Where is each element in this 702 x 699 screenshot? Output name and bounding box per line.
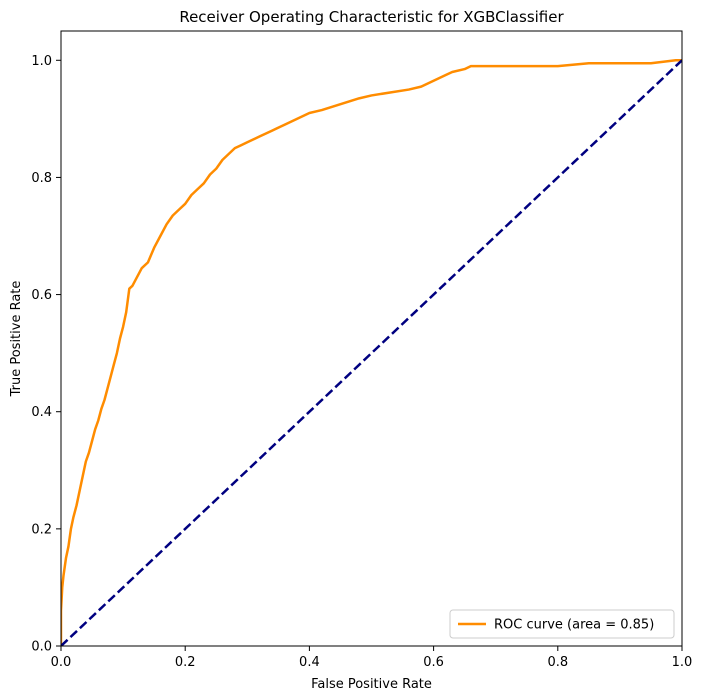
x-tick-label: 0.0 bbox=[51, 655, 72, 670]
x-axis-ticks: 0.0 0.2 0.4 0.6 0.8 1.0 bbox=[51, 646, 693, 670]
legend-label: ROC curve (area = 0.85) bbox=[494, 618, 654, 633]
y-tick-label: 0.2 bbox=[31, 522, 52, 537]
chart-title: Receiver Operating Characteristic for XG… bbox=[179, 8, 564, 26]
y-tick-label: 0.0 bbox=[31, 640, 52, 655]
y-tick-label: 0.6 bbox=[31, 288, 52, 303]
y-tick-label: 0.4 bbox=[31, 405, 52, 420]
plot-area bbox=[60, 30, 683, 647]
x-tick-label: 0.2 bbox=[175, 655, 196, 670]
x-tick-label: 1.0 bbox=[672, 655, 693, 670]
y-axis-ticks: 0.0 0.2 0.4 0.6 0.8 1.0 bbox=[31, 54, 61, 655]
x-axis-title: False Positive Rate bbox=[311, 677, 432, 692]
x-tick-label: 0.6 bbox=[423, 655, 444, 670]
y-tick-label: 0.8 bbox=[31, 171, 52, 186]
chance-diagonal-line bbox=[61, 59, 682, 646]
x-tick-label: 0.8 bbox=[547, 655, 568, 670]
roc-curve-line bbox=[61, 59, 682, 646]
legend: ROC curve (area = 0.85) bbox=[449, 609, 675, 639]
plot-frame bbox=[60, 30, 683, 647]
legend-box bbox=[449, 609, 675, 639]
y-axis-title: True Positive Rate bbox=[9, 281, 24, 398]
y-tick-label: 1.0 bbox=[31, 54, 52, 69]
x-tick-label: 0.4 bbox=[299, 655, 320, 670]
